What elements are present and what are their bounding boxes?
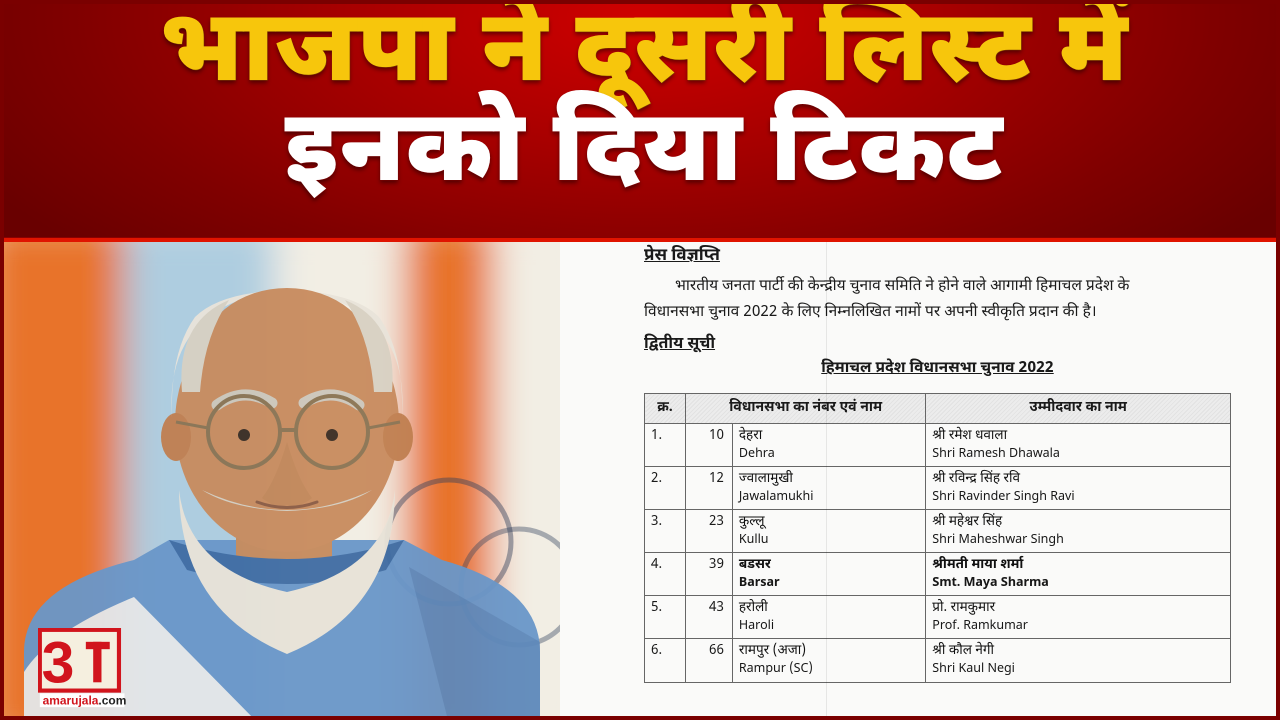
svg-text:3: 3	[42, 630, 75, 695]
svg-text:amarujala.com: amarujala.com	[43, 693, 127, 707]
